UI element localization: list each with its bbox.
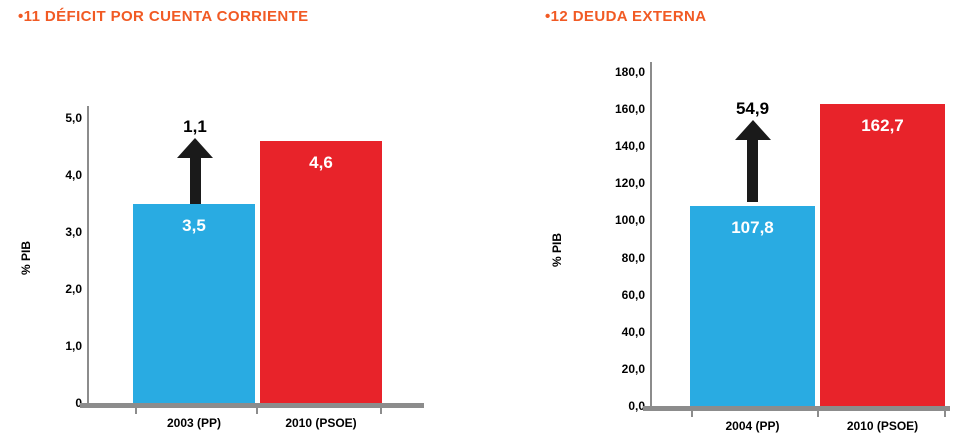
y-tick-label: 80,0 (621, 250, 645, 265)
y-tick-label: 140,0 (614, 139, 645, 154)
y-tick-label: 1,0 (65, 339, 82, 353)
y-tick-label: 180,0 (614, 65, 645, 79)
increase-annotation: 1,1 (154, 116, 236, 204)
y-axis-tick-labels: 5,0 4,0 3,0 2,0 1,0 0 (40, 110, 82, 411)
x-category-label: 2003 (PP) (166, 416, 222, 430)
y-axis-tick-labels: 180,0 160,0 140,0 120,0 100,0 80,0 60,0 … (593, 64, 645, 414)
bar-2004-pp: 107,8 (690, 205, 815, 406)
x-axis-tick (691, 411, 693, 417)
bar-value-label: 3,5 (182, 215, 206, 235)
y-axis-line (650, 62, 652, 406)
x-axis-tick (817, 411, 819, 417)
y-tick-label: 120,0 (614, 176, 645, 191)
x-category-label: 2004 (PP) (725, 419, 780, 433)
arrow-stem (189, 158, 201, 204)
annotation-value: 1,1 (183, 117, 207, 136)
arrow-head (177, 138, 213, 158)
plot-area: 3,5 4,6 1,1 (89, 116, 419, 403)
y-tick-label: 0 (75, 396, 82, 410)
y-tick-label: 20,0 (621, 361, 645, 376)
y-tick-label: 5,0 (65, 111, 82, 125)
y-tick-label: 2,0 (65, 282, 82, 296)
bar-value-label: 107,8 (731, 217, 774, 237)
y-axis-title: % PIB (550, 233, 564, 268)
arrow-head (734, 120, 771, 140)
x-axis-tick (944, 411, 946, 417)
x-axis-line (643, 406, 950, 411)
y-tick-label: 40,0 (621, 324, 645, 339)
arrow-up-icon (734, 120, 771, 202)
y-tick-label: 160,0 (614, 102, 645, 117)
bar-2003-pp: 3,5 (133, 203, 255, 403)
plot-area: 107,8 162,7 54,9 (652, 72, 950, 406)
arrow-up-icon (177, 138, 213, 204)
x-category-label: 2010 (PSOE) (846, 419, 919, 433)
y-axis-title: % PIB (19, 241, 33, 276)
bar-2010-psoe: 4,6 (260, 140, 382, 403)
x-category-label: 2010 (PSOE) (285, 416, 357, 430)
y-tick-label: 60,0 (621, 287, 645, 302)
increase-annotation: 54,9 (711, 98, 794, 202)
x-axis-tick (256, 408, 258, 414)
chart-title: •11 DÉFICIT POR CUENTA CORRIENTE (18, 8, 309, 25)
chart-deuda-externa: •12 DEUDA EXTERNA % PIB 180,0 160,0 140,… (545, 8, 957, 438)
chart-title: •12 DEUDA EXTERNA (545, 8, 707, 25)
y-tick-label: 100,0 (614, 213, 645, 228)
chart-deficit-cuenta-corriente: •11 DÉFICIT POR CUENTA CORRIENTE % PIB 5… (18, 8, 498, 438)
bar-value-label: 4,6 (309, 152, 333, 172)
bar-2010-psoe: 162,7 (820, 104, 945, 406)
arrow-stem (747, 140, 758, 202)
x-axis-tick (380, 408, 382, 414)
annotation-value: 54,9 (735, 99, 770, 118)
y-tick-label: 4,0 (65, 168, 82, 182)
y-tick-label: 0,0 (628, 398, 645, 413)
bar-value-label: 162,7 (861, 116, 904, 136)
x-axis-line (80, 403, 424, 408)
y-axis-line (87, 106, 89, 403)
x-axis-tick (135, 408, 137, 414)
y-tick-label: 3,0 (65, 225, 82, 239)
